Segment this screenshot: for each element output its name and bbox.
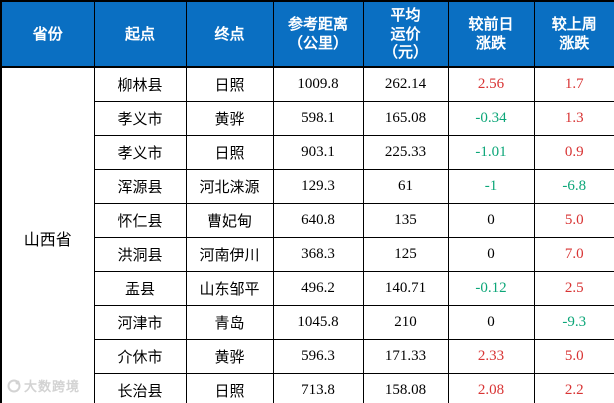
province-cell: 山西省: [0, 66, 95, 403]
wow-change-cell: 1.7: [533, 66, 614, 102]
avg-price-cell: 210: [362, 305, 449, 340]
dod-change-cell: 2.33: [447, 339, 535, 374]
table-row: 孝义市 黄骅 598.1 165.08 -0.34 1.3: [1, 101, 614, 136]
avg-price-cell: 165.08: [362, 101, 449, 136]
origin-cell: 盂县: [93, 271, 187, 306]
table-row: 长治县 日照 713.8 158.08 2.08 2.2: [1, 373, 614, 403]
destination-cell: 河北涞源: [185, 169, 274, 204]
distance-cell: 129.3: [272, 169, 364, 204]
destination-cell: 黄骅: [185, 101, 274, 136]
distance-cell: 713.8: [272, 373, 364, 403]
origin-cell: 浑源县: [93, 169, 187, 204]
wow-change-cell: -6.8: [533, 169, 614, 204]
table-row: 盂县 山东邹平 496.2 140.71 -0.12 2.5: [1, 271, 614, 306]
header-distance: 参考距离 （公里）: [272, 0, 364, 68]
avg-price-cell: 262.14: [362, 66, 449, 102]
avg-price-cell: 158.08: [362, 373, 449, 403]
header-destination: 终点: [185, 0, 274, 68]
distance-cell: 903.1: [272, 135, 364, 170]
avg-price-cell: 171.33: [362, 339, 449, 374]
wow-change-cell: 5.0: [533, 339, 614, 374]
origin-cell: 洪洞县: [93, 237, 187, 272]
header-avg-price: 平均 运价 （元）: [362, 0, 449, 68]
dod-change-cell: -1: [447, 169, 535, 204]
wow-change-cell: 2.2: [533, 373, 614, 403]
wow-change-cell: -9.3: [533, 305, 614, 340]
distance-cell: 640.8: [272, 203, 364, 238]
avg-price-cell: 125: [362, 237, 449, 272]
dod-change-cell: 0: [447, 237, 535, 272]
origin-cell: 孝义市: [93, 135, 187, 170]
header-origin: 起点: [93, 0, 187, 68]
origin-cell: 介休市: [93, 339, 187, 374]
distance-cell: 1009.8: [272, 66, 364, 102]
destination-cell: 日照: [185, 373, 274, 403]
wow-change-cell: 1.3: [533, 101, 614, 136]
distance-cell: 496.2: [272, 271, 364, 306]
dod-change-cell: 2.56: [447, 66, 535, 102]
header-row: 省份 起点 终点 参考距离 （公里） 平均 运价 （元） 较前日 涨跌 较上周 …: [0, 0, 614, 68]
table-row: 山西省 柳林县 日照 1009.8 262.14 2.56 1.7: [0, 66, 614, 403]
header-province: 省份: [0, 0, 95, 68]
wow-change-cell: 0.9: [533, 135, 614, 170]
avg-price-cell: 225.33: [362, 135, 449, 170]
dod-change-cell: 2.08: [447, 373, 535, 403]
destination-cell: 黄骅: [185, 339, 274, 374]
destination-cell: 日照: [185, 66, 274, 102]
origin-cell: 孝义市: [93, 101, 187, 136]
destination-cell: 河南伊川: [185, 237, 274, 272]
wow-change-cell: 2.5: [533, 271, 614, 306]
origin-cell: 河津市: [93, 305, 187, 340]
distance-cell: 598.1: [272, 101, 364, 136]
destination-cell: 青岛: [185, 305, 274, 340]
dod-change-cell: -0.12: [447, 271, 535, 306]
distance-cell: 1045.8: [272, 305, 364, 340]
header-wow-change: 较上周 涨跌: [533, 0, 614, 68]
table-row: 河津市 青岛 1045.8 210 0 -9.3: [1, 305, 614, 340]
origin-cell: 长治县: [93, 373, 187, 403]
table-row: 浑源县 河北涞源 129.3 61 -1 -6.8: [1, 169, 614, 204]
header-dod-change: 较前日 涨跌: [447, 0, 535, 68]
wow-change-cell: 5.0: [533, 203, 614, 238]
table-row: 怀仁县 曹妃甸 640.8 135 0 5.0: [1, 203, 614, 238]
dod-change-cell: 0: [447, 305, 535, 340]
table-row: 介休市 黄骅 596.3 171.33 2.33 5.0: [1, 339, 614, 374]
table-body: 山西省 柳林县 日照 1009.8 262.14 2.56 1.7 孝义市 黄骅 598.1 165…: [0, 66, 614, 403]
destination-cell: 日照: [185, 135, 274, 170]
avg-price-cell: 135: [362, 203, 449, 238]
distance-cell: 596.3: [272, 339, 364, 374]
avg-price-cell: 140.71: [362, 271, 449, 306]
distance-cell: 368.3: [272, 237, 364, 272]
destination-cell: 山东邹平: [185, 271, 274, 306]
dod-change-cell: -0.34: [447, 101, 535, 136]
table-row: 孝义市 日照 903.1 225.33 -1.01 0.9: [1, 135, 614, 170]
wow-change-cell: 7.0: [533, 237, 614, 272]
avg-price-cell: 61: [362, 169, 449, 204]
table-header: 省份 起点 终点 参考距离 （公里） 平均 运价 （元） 较前日 涨跌 较上周 …: [0, 0, 614, 68]
origin-cell: 怀仁县: [93, 203, 187, 238]
origin-cell: 柳林县: [93, 66, 187, 102]
destination-cell: 曹妃甸: [185, 203, 274, 238]
dod-change-cell: -1.01: [447, 135, 535, 170]
dod-change-cell: 0: [447, 203, 535, 238]
